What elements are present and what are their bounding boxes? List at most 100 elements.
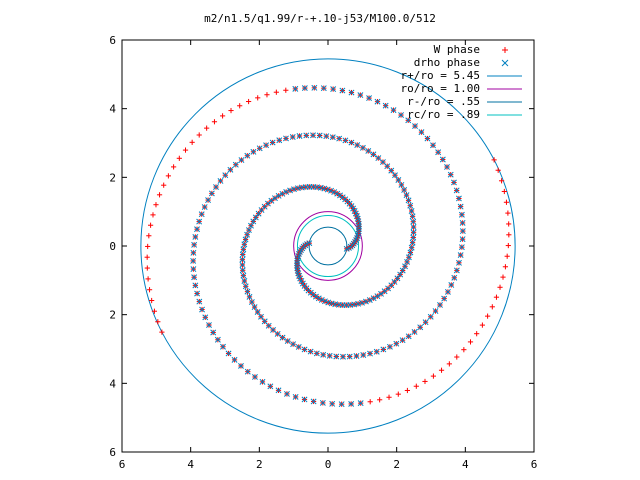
spiral-point <box>204 125 210 131</box>
spiral-point <box>455 195 462 202</box>
spiral-point <box>201 204 208 210</box>
spiral-point <box>432 308 439 315</box>
spiral-point <box>301 85 308 92</box>
spiral-point <box>321 298 328 305</box>
spiral-point <box>435 149 442 156</box>
spiral-point <box>241 241 248 248</box>
spiral-point <box>202 314 209 321</box>
spiral-point <box>283 87 289 93</box>
spiral-point <box>405 254 412 261</box>
chart-title: m2/n1.5/q1.99/r-+.10-j53/M100.0/512 <box>204 12 436 25</box>
y-tick-label: 0 <box>109 240 116 253</box>
spiral-point <box>239 262 246 268</box>
x-tick-label: 4 <box>187 458 194 471</box>
spiral-point <box>458 244 465 251</box>
spiral-point <box>237 103 243 109</box>
spiral-point <box>408 244 415 251</box>
spiral-point <box>171 164 177 170</box>
spiral-point <box>161 182 167 188</box>
spiral-point <box>410 234 417 241</box>
spiral-point <box>273 89 279 95</box>
spiral-point <box>284 338 291 344</box>
spiral-point <box>474 331 480 337</box>
spiral-point <box>461 347 467 353</box>
spiral-point <box>375 155 382 162</box>
spiral-point <box>380 346 387 353</box>
spiral-point <box>192 233 199 240</box>
spiral-point <box>283 135 289 142</box>
spiral-point <box>446 361 452 367</box>
spiral-point <box>295 344 302 350</box>
spiral-point <box>354 142 361 148</box>
circle-2 <box>140 58 516 434</box>
spiral-point <box>283 390 290 397</box>
spiral-point <box>359 299 365 306</box>
spiral-point <box>146 287 153 293</box>
spiral-point <box>467 339 474 345</box>
spiral-point <box>189 139 195 145</box>
spiral-point <box>457 203 464 210</box>
spiral-point <box>244 231 251 238</box>
spiral-point <box>365 148 372 154</box>
spiral-point <box>505 210 511 216</box>
spiral-point <box>246 98 252 105</box>
x-tick-label: 0 <box>325 458 332 471</box>
spiral-point <box>489 304 495 310</box>
spiral-point <box>405 117 412 124</box>
circle-4 <box>308 226 348 266</box>
spiral-point <box>438 367 445 373</box>
spiral-point <box>244 288 251 295</box>
spiral-point <box>454 354 460 360</box>
y-tick-label: 4 <box>109 103 116 116</box>
spiral-point <box>145 243 151 250</box>
spiral-point <box>225 350 232 357</box>
spiral-point <box>240 272 247 279</box>
spiral-point <box>497 284 503 290</box>
circle-5 <box>296 214 360 278</box>
y-tick-label: 2 <box>109 309 116 322</box>
spiral-point <box>326 352 333 359</box>
spiral-point <box>144 265 150 271</box>
legend-label-rc: rc/ro = .89 <box>407 108 480 121</box>
spiral-point <box>407 249 414 256</box>
spiral-point <box>258 313 264 320</box>
spiral-point <box>348 400 355 407</box>
spiral-point <box>264 92 270 98</box>
spiral-point <box>144 254 150 260</box>
spiral-point <box>245 227 252 234</box>
spiral-point <box>196 298 203 305</box>
spiral-point <box>395 177 402 183</box>
spiral-point <box>408 208 415 214</box>
spiral-point <box>348 139 355 146</box>
spiral-point <box>399 337 406 344</box>
spiral-point <box>395 391 401 397</box>
spiral-point <box>409 213 416 220</box>
spiral-point <box>198 211 205 218</box>
circle-3 <box>293 211 363 281</box>
spiral-point <box>412 123 418 130</box>
spiral-point <box>250 218 257 225</box>
spiral-point <box>244 368 251 375</box>
spiral-point <box>267 383 274 390</box>
spiral-point <box>377 397 383 403</box>
spiral-point <box>255 210 262 217</box>
spiral-point <box>259 378 266 385</box>
spiral-point <box>339 87 346 94</box>
spiral-point <box>330 86 337 93</box>
spiral-point <box>374 293 381 300</box>
spiral-point <box>404 258 411 265</box>
spiral-point <box>405 333 412 340</box>
spiral-point <box>410 218 417 225</box>
spiral-point <box>227 166 234 173</box>
spiral-point <box>485 313 491 319</box>
spiral-point <box>502 264 509 270</box>
x-tick-labels: 6 4 2 0 2 4 6 <box>119 458 538 471</box>
spiral-point <box>459 219 466 226</box>
spiral-point <box>271 195 278 202</box>
spiral-point <box>386 394 392 400</box>
legend-marker <box>502 47 508 53</box>
spiral-point <box>238 362 244 369</box>
spiral-point <box>495 167 501 173</box>
spiral-point <box>303 132 310 139</box>
